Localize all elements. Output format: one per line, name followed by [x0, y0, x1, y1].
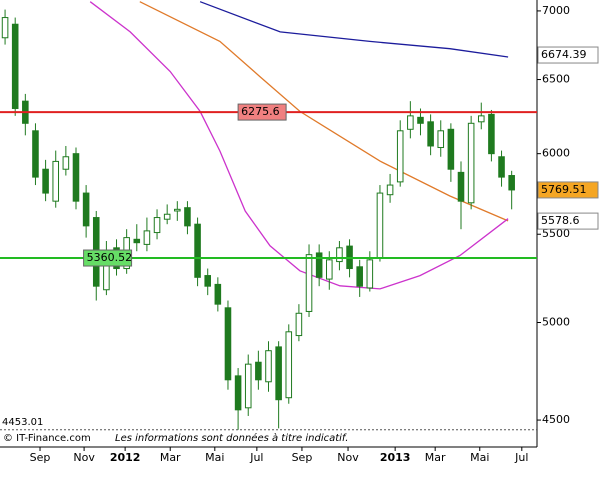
- candle-body: [133, 238, 141, 244]
- moving-average: [199, 1, 509, 58]
- candle-body: [42, 168, 49, 194]
- candle-body: [214, 283, 222, 305]
- x-tick-label: Mai: [470, 451, 489, 464]
- x-tick-label: Mai: [205, 451, 224, 464]
- candle-body: [174, 208, 181, 212]
- x-tick-label: 2012: [110, 451, 141, 464]
- candle-body: [477, 115, 485, 123]
- y-tick-label: 7000: [542, 4, 570, 17]
- price-tag: 6674.39: [541, 48, 587, 61]
- candle-body: [396, 130, 404, 183]
- candle-body: [62, 156, 70, 170]
- candle-body: [386, 184, 394, 196]
- candle-body: [275, 346, 282, 401]
- disclaimer: Les informations sont données à titre in…: [115, 432, 348, 444]
- candle-body: [11, 23, 19, 109]
- price-tag: 5578.6: [541, 214, 580, 227]
- source: © IT-Finance.com: [3, 433, 91, 444]
- level-label: 6275.6: [241, 105, 279, 118]
- y-tick-label: 5000: [542, 315, 570, 328]
- x-tick-label: Mar: [425, 451, 446, 464]
- candle-body: [32, 130, 39, 178]
- candle-body: [163, 213, 171, 220]
- y-tick-label: 4500: [542, 413, 570, 426]
- candle-body: [82, 192, 90, 227]
- x-tick-label: Sep: [292, 451, 313, 464]
- level-label: 4453.01: [2, 417, 43, 428]
- candle-body: [498, 156, 505, 178]
- y-tick-label: 5500: [542, 227, 570, 240]
- candle-body: [407, 115, 414, 130]
- y-tick-label: 6000: [542, 147, 570, 160]
- candle-body: [305, 254, 313, 312]
- x-tick-label: Sep: [30, 451, 51, 464]
- candle-body: [417, 116, 424, 124]
- price-tag-box: [537, 212, 599, 230]
- x-tick-label: Mar: [160, 451, 181, 464]
- candle-body: [72, 153, 80, 202]
- level-label-box: [237, 103, 287, 121]
- candle-body: [234, 375, 242, 411]
- candle-body: [143, 230, 151, 245]
- candle-body: [356, 266, 363, 287]
- candle-body: [224, 307, 232, 381]
- candle-body: [457, 171, 465, 202]
- candle-body: [315, 252, 323, 278]
- candle-body: [447, 128, 455, 170]
- candle-body: [184, 207, 191, 227]
- level-label-box: [83, 249, 133, 267]
- x-tick-label: Jul: [514, 451, 528, 464]
- candle-body: [366, 259, 374, 289]
- x-tick-label: 2013: [380, 451, 411, 464]
- candle-body: [1, 17, 9, 39]
- x-tick-label: Nov: [337, 451, 359, 464]
- candle-body: [326, 259, 333, 280]
- candle-body: [376, 192, 384, 259]
- price-tag-box: [537, 181, 599, 199]
- y-tick-label: 6500: [542, 73, 570, 86]
- candle-body: [255, 361, 262, 381]
- candle-body: [265, 350, 272, 383]
- price-tag-box: [537, 46, 599, 64]
- candle-body: [285, 331, 293, 399]
- x-tick-label: Jul: [249, 451, 263, 464]
- candle-body: [52, 160, 60, 202]
- candle-body: [336, 247, 343, 263]
- candle-body: [427, 121, 434, 147]
- candle-body: [508, 175, 515, 191]
- candle-body: [153, 217, 161, 234]
- price-tag: 5769.51: [541, 183, 587, 196]
- candle-body: [488, 113, 495, 155]
- candle-body: [194, 223, 201, 278]
- moving-average: [89, 1, 509, 290]
- candle-body: [244, 363, 252, 409]
- candle-body: [467, 122, 475, 204]
- level-label: 5360.52: [87, 251, 133, 264]
- candle-body: [295, 312, 303, 337]
- candle-body: [204, 275, 211, 287]
- candle-body: [437, 130, 445, 149]
- x-tick-label: Nov: [73, 451, 95, 464]
